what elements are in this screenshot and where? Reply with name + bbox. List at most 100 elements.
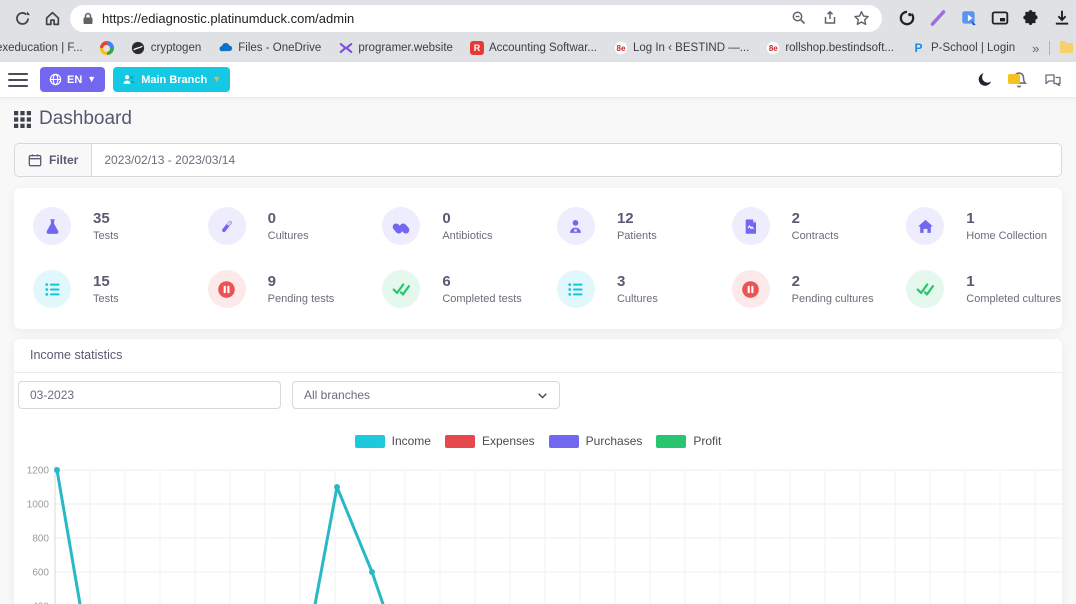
income-card-title: Income statistics [30, 348, 123, 362]
stat-value: 1 [966, 272, 975, 290]
purple-favicon [338, 41, 353, 56]
stat-value: 15 [93, 272, 110, 290]
svg-text:600: 600 [32, 568, 49, 579]
picture-in-picture-icon[interactable] [991, 9, 1009, 27]
bookmark-programer-website[interactable]: programer.website [338, 41, 453, 56]
home-button[interactable] [40, 6, 64, 30]
vial-icon [207, 207, 246, 245]
extensions-puzzle-icon[interactable] [1022, 9, 1040, 27]
legend-purchases[interactable]: Purchases [548, 434, 642, 448]
stat-label: Cultures [267, 230, 309, 243]
legend-income[interactable]: Income [354, 434, 431, 448]
zoom-out-icon[interactable] [791, 10, 807, 26]
notifications-button[interactable] [1008, 71, 1028, 89]
income-statistics-card: Income statistics All branches Income Ex… [14, 339, 1062, 604]
bookmark-rollshop[interactable]: 8e rollshop.bestindsoft... [766, 41, 894, 55]
language-dropdown[interactable]: EN ▼ [40, 67, 106, 92]
svg-text:400: 400 [32, 602, 49, 604]
branch-select[interactable]: All branches [292, 381, 560, 409]
pen-extension-icon[interactable] [929, 9, 947, 27]
bookmark-accounting[interactable]: R Accounting Softwar... [469, 41, 597, 55]
contract-icon [731, 207, 770, 245]
svg-text:800: 800 [32, 534, 49, 545]
branch-dropdown[interactable]: Main Branch ▼ [113, 67, 231, 92]
legend-expenses[interactable]: Expenses [444, 434, 535, 448]
globe-icon [49, 73, 62, 86]
bookmark-cryptogen[interactable]: cryptogen [131, 41, 201, 56]
bookmark-google[interactable] [99, 41, 114, 55]
address-bar[interactable]: https://ediagnostic.platinumduck.com/adm… [70, 4, 882, 32]
legend-swatch [444, 434, 475, 448]
stat-value: 12 [616, 209, 634, 227]
bookmark-onedrive[interactable]: Files - OneDrive [218, 41, 321, 56]
notification-badge [1008, 73, 1020, 84]
legend-swatch [656, 434, 687, 448]
stat-value: 3 [616, 272, 626, 290]
date-range-input[interactable] [92, 144, 1061, 176]
pills-icon [382, 207, 421, 245]
filter-prepend: Filter [15, 144, 93, 176]
stat-cultures-period: 3 Cultures [538, 270, 713, 308]
onedrive-favicon [218, 41, 233, 56]
bookmark-exeducation[interactable]: exeducation | F... [0, 42, 83, 54]
swirl-extension-icon[interactable] [898, 9, 916, 27]
stat-cultures: 0 Cultures [189, 207, 364, 245]
divider [14, 372, 1062, 373]
legend-swatch [354, 434, 385, 448]
branch-select-value: All branches [304, 388, 371, 402]
p-favicon: P [914, 41, 923, 55]
legend-profit[interactable]: Profit [656, 434, 721, 448]
chevron-down-icon: ▼ [87, 74, 97, 84]
address-bar-actions [791, 10, 870, 27]
bookmarks-bar: exeducation | F... cryptogen Files - One… [0, 36, 1076, 62]
reload-button[interactable] [10, 6, 34, 30]
stat-label: Completed cultures [966, 293, 1062, 306]
stat-home-collection: 1 Home Collection [887, 207, 1062, 245]
dark-mode-moon-icon[interactable] [977, 71, 994, 88]
share-icon[interactable] [822, 10, 838, 26]
other-bookmarks-button[interactable]: Othe [1060, 41, 1076, 54]
be-favicon: 8e [766, 41, 781, 55]
language-label: EN [67, 73, 83, 86]
admin-topbar: EN ▼ Main Branch ▼ [0, 62, 1076, 98]
stat-label: Tests [93, 230, 119, 243]
income-controls: All branches [18, 381, 1058, 409]
chat-icon[interactable] [1044, 71, 1062, 89]
dashboard-page: Dashboard Filter 35 Tests 0 Cultures 0 Anti… [0, 98, 1076, 604]
docs-extension-icon[interactable] [960, 9, 978, 27]
stat-value: 6 [442, 272, 451, 290]
admin-topbar-actions [977, 71, 1062, 89]
bookmark-star-icon[interactable] [853, 10, 870, 27]
menu-toggle-button[interactable] [8, 72, 28, 87]
bookmark-pschool[interactable]: P P-School | Login [911, 41, 1015, 56]
users-icon [123, 75, 136, 84]
home-icon [45, 11, 59, 25]
double-check-icon [382, 270, 421, 308]
stat-value: 1 [966, 209, 975, 227]
red-r-favicon: R [469, 41, 484, 55]
stats-row-1: 35 Tests 0 Cultures 0 Antibiotics 12 Patient… [14, 207, 1062, 245]
page-title: Dashboard [39, 108, 132, 129]
stat-label: Tests [93, 293, 119, 306]
stat-label: Pending cultures [791, 293, 874, 306]
bookmarks-overflow-chevron[interactable]: » [1032, 40, 1040, 56]
calendar-icon [28, 154, 42, 167]
google-favicon [99, 41, 114, 55]
chart-legend: Income Expenses Purchases Profit [14, 434, 1062, 448]
income-chart-wrap: 400 600 800 1000 1200 [14, 452, 1062, 604]
stat-tests: 35 Tests [14, 207, 189, 245]
bookmark-bestind-login[interactable]: 8e Log In ‹ BESTIND —... [613, 41, 749, 55]
folder-icon [1060, 41, 1074, 53]
chevron-down-icon: ▼ [212, 74, 222, 84]
browser-toolbar: https://ediagnostic.platinumduck.com/adm… [0, 0, 1076, 36]
url-text: https://ediagnostic.platinumduck.com/adm… [102, 10, 355, 26]
double-check-icon [906, 270, 945, 308]
downloads-icon[interactable] [1053, 9, 1071, 27]
lock-icon [83, 12, 93, 24]
stat-pending-cultures: 2 Pending cultures [713, 270, 888, 308]
stat-value: 2 [791, 209, 800, 227]
stat-value: 9 [267, 272, 276, 290]
month-input[interactable] [18, 381, 281, 409]
svg-text:1000: 1000 [27, 500, 50, 511]
pause-circle-icon [731, 270, 770, 308]
